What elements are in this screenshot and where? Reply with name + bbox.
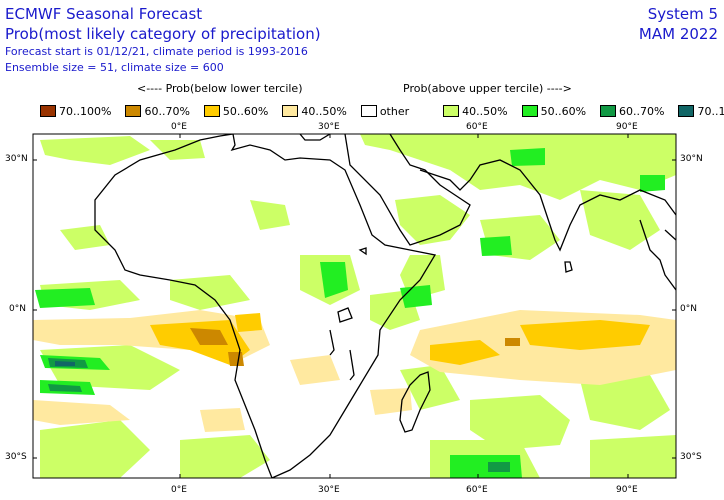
system-label: System 5 [647,5,718,23]
legend-above-header: Prob(above upper tercile) ----> [403,82,572,95]
lat-label-0n-left: 0°N [9,304,26,314]
lon-label-0e-bottom: 0°E [171,485,187,495]
lat-label-0n-right: 0°N [680,304,697,314]
season-label: MAM 2022 [638,25,718,43]
lon-label-0e-top: 0°E [171,122,187,132]
lat-label-30n-right: 30°N [680,154,703,164]
forecast-info: Forecast start is 01/12/21, climate peri… [5,45,308,58]
legend-item-above-40-50: 40..50% [443,105,508,118]
lat-label-30n-left: 30°N [5,154,28,164]
legend-item-below-50-60: 50..60% [203,105,268,118]
lon-label-60e-bottom: 60°E [466,485,488,495]
probability-field [33,134,676,478]
lon-label-90e-bottom: 90°E [616,485,638,495]
legend-item-below-70-100: 70..100% [40,105,111,118]
lon-label-90e-top: 90°E [616,122,638,132]
legend-item-above-50-60: 50..60% [521,105,586,118]
legend-item-above-60-70: 60..70% [600,105,664,118]
lon-label-60e-top: 60°E [466,122,488,132]
lat-label-30s-left: 30°S [5,452,27,462]
lon-label-30e-bottom: 30°E [318,485,340,495]
legend-item-below-60-70: 60..70% [125,105,190,118]
legend-item-below-40-50: 40..50% [282,105,347,118]
map-frame [32,133,677,479]
legend: 70..100% 60..70% 50..60% 40..50% other 4… [40,104,724,118]
lat-label-30s-right: 30°S [680,452,702,462]
legend-item-above-70-100: 70..100% [678,105,724,118]
legend-below-header: <---- Prob(below lower tercile) [137,82,303,95]
ensemble-info: Ensemble size = 51, climate size = 600 [5,61,224,74]
map-title: ECMWF Seasonal Forecast [5,5,203,23]
map-subtitle: Prob(most likely category of precipitati… [5,25,321,43]
legend-item-other: other [360,105,409,118]
lon-label-30e-top: 30°E [318,122,340,132]
